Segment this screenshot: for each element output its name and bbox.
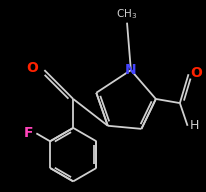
Text: O: O	[27, 61, 39, 75]
Text: O: O	[191, 66, 202, 80]
Text: F: F	[24, 126, 33, 140]
Text: N: N	[125, 63, 137, 77]
Text: H: H	[190, 119, 199, 132]
Text: CH$_3$: CH$_3$	[116, 7, 138, 21]
